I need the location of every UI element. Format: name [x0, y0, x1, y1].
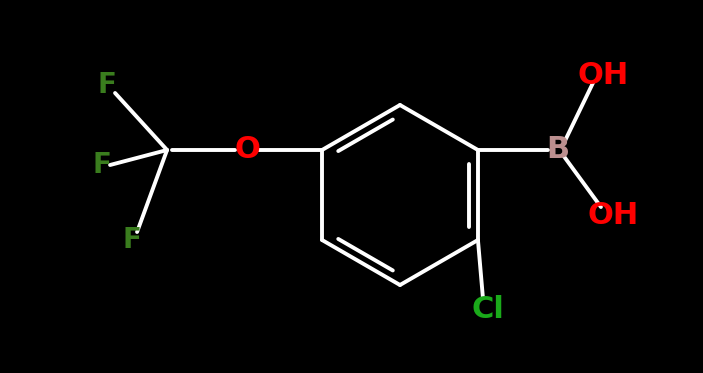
Text: F: F — [98, 71, 117, 99]
Text: B: B — [546, 135, 569, 164]
Text: OH: OH — [577, 60, 628, 90]
Text: F: F — [93, 151, 112, 179]
Text: OH: OH — [587, 201, 638, 229]
Text: F: F — [122, 226, 141, 254]
Text: Cl: Cl — [472, 295, 504, 325]
Text: O: O — [234, 135, 260, 164]
